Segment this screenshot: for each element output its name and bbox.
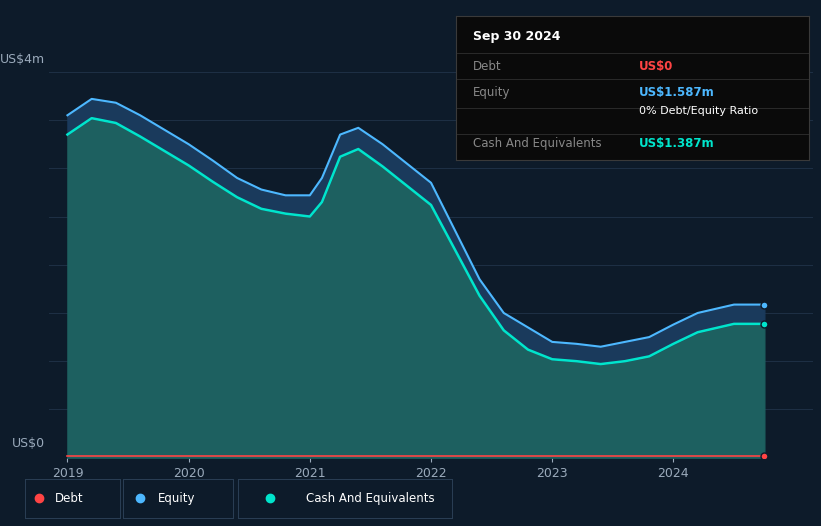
Text: 0% Debt/Equity Ratio: 0% Debt/Equity Ratio	[640, 106, 759, 116]
Text: Cash And Equivalents: Cash And Equivalents	[306, 492, 435, 505]
Text: Equity: Equity	[158, 492, 196, 505]
Text: US$1.587m: US$1.587m	[640, 86, 715, 99]
Text: US$1.387m: US$1.387m	[640, 137, 715, 149]
Text: Sep 30 2024: Sep 30 2024	[474, 30, 561, 43]
Text: US$0: US$0	[12, 437, 45, 450]
Text: Equity: Equity	[474, 86, 511, 99]
Text: Debt: Debt	[55, 492, 84, 505]
Text: Cash And Equivalents: Cash And Equivalents	[474, 137, 602, 149]
Text: US$4m: US$4m	[0, 53, 45, 66]
Text: US$0: US$0	[640, 60, 673, 73]
Text: Debt: Debt	[474, 60, 502, 73]
